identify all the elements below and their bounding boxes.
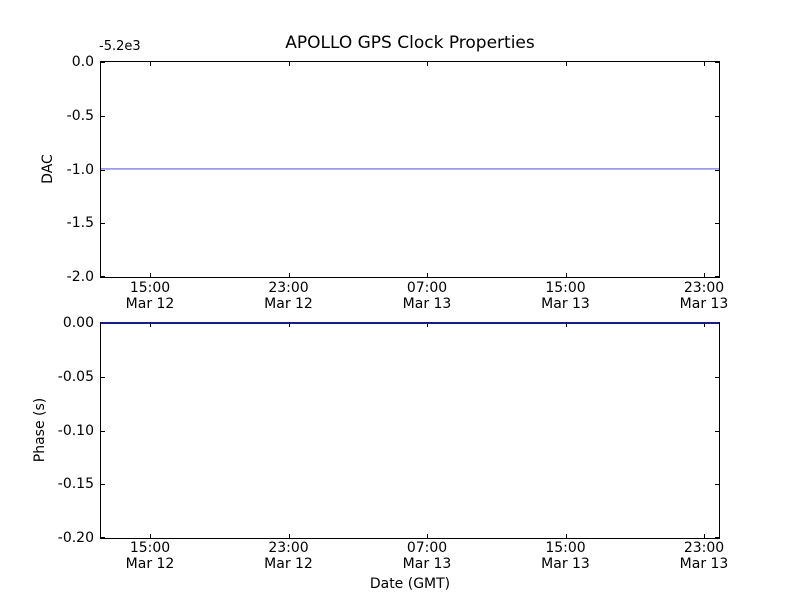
- y-tick-mark: [101, 223, 105, 224]
- y-tick-mark: [715, 484, 719, 485]
- x-tick-mark: [704, 534, 705, 538]
- x-tick-mark: [704, 323, 705, 327]
- data-series-line: [101, 168, 719, 170]
- x-tick-mark: [427, 62, 428, 66]
- y-tick-label: 0.0: [71, 54, 94, 70]
- x-tick-label: 23:00 Mar 13: [654, 540, 754, 572]
- x-tick-mark: [427, 323, 428, 327]
- y-tick-mark: [715, 431, 719, 432]
- x-tick-time: 07:00: [406, 540, 448, 556]
- x-tick-mark: [566, 62, 567, 66]
- x-tick-time: 15:00: [545, 540, 586, 556]
- y-tick-label: -0.10: [57, 423, 94, 439]
- x-tick-date: Mar 12: [125, 556, 175, 572]
- y-tick-label: -1.0: [66, 162, 94, 178]
- x-tick-label: 15:00 Mar 12: [100, 540, 200, 572]
- x-tick-mark: [150, 273, 151, 277]
- x-tick-label: 15:00 Mar 13: [516, 540, 616, 572]
- x-tick-mark: [289, 62, 290, 66]
- x-tick-date: Mar 12: [125, 296, 175, 312]
- x-tick-time: 15:00: [129, 280, 171, 296]
- x-tick-mark: [289, 534, 290, 538]
- x-tick-label: 23:00 Mar 12: [239, 540, 339, 572]
- x-tick-time: 23:00: [268, 280, 309, 296]
- x-tick-label: 07:00 Mar 13: [377, 280, 477, 312]
- x-tick-mark: [150, 534, 151, 538]
- y-tick-mark: [715, 62, 719, 63]
- x-tick-date: Mar 12: [264, 556, 313, 572]
- x-tick-mark: [704, 62, 705, 66]
- x-tick-mark: [704, 273, 705, 277]
- y-tick-mark: [715, 116, 719, 117]
- y-tick-mark: [101, 484, 105, 485]
- x-tick-date: Mar 13: [541, 556, 590, 572]
- y-tick-label: -0.20: [57, 530, 94, 546]
- x-tick-mark: [427, 534, 428, 538]
- y-tick-mark: [101, 377, 105, 378]
- x-tick-date: Mar 13: [679, 556, 729, 572]
- x-tick-time: 15:00: [545, 280, 586, 296]
- x-tick-time: 23:00: [268, 540, 309, 556]
- x-tick-date: Mar 13: [402, 556, 452, 572]
- y-tick-mark: [101, 170, 105, 171]
- y-tick-label: 0.00: [62, 315, 94, 331]
- x-tick-date: Mar 12: [264, 296, 313, 312]
- y-tick-label: -1.5: [66, 215, 94, 231]
- x-tick-mark: [427, 273, 428, 277]
- x-tick-mark: [566, 323, 567, 327]
- y-tick-mark: [715, 223, 719, 224]
- y-tick-mark: [101, 537, 105, 538]
- x-tick-label: 15:00 Mar 13: [516, 280, 616, 312]
- x-tick-mark: [566, 273, 567, 277]
- x-tick-mark: [289, 273, 290, 277]
- x-tick-mark: [150, 323, 151, 327]
- x-tick-date: Mar 13: [402, 296, 452, 312]
- data-series-line: [101, 322, 719, 324]
- x-tick-time: 23:00: [683, 540, 725, 556]
- x-tick-label: 23:00 Mar 13: [654, 280, 754, 312]
- y-tick-mark: [715, 537, 719, 538]
- y-tick-mark: [715, 377, 719, 378]
- x-axis-label-date-gmt: Date (GMT): [369, 576, 451, 592]
- y-axis-offset-text: -5.2e3: [99, 39, 141, 54]
- y-tick-mark: [715, 276, 719, 277]
- x-tick-label: 07:00 Mar 13: [377, 540, 477, 572]
- x-tick-time: 07:00: [406, 280, 448, 296]
- y-tick-mark: [101, 431, 105, 432]
- x-tick-mark: [566, 534, 567, 538]
- y-tick-mark: [101, 62, 105, 63]
- x-tick-date: Mar 13: [679, 296, 729, 312]
- y-tick-mark: [101, 116, 105, 117]
- y-tick-mark: [101, 276, 105, 277]
- y-tick-mark: [715, 170, 719, 171]
- x-tick-mark: [289, 323, 290, 327]
- x-tick-date: Mar 13: [541, 296, 590, 312]
- phase-subplot: [100, 322, 720, 539]
- x-tick-time: 23:00: [683, 280, 725, 296]
- x-tick-time: 15:00: [129, 540, 171, 556]
- y-tick-label: -0.15: [57, 476, 94, 492]
- y-tick-label: -2.0: [66, 269, 94, 285]
- y-tick-label: -0.5: [66, 108, 94, 124]
- chart-title: APOLLO GPS Clock Properties: [285, 33, 535, 53]
- dac-subplot: [100, 61, 720, 278]
- x-tick-label: 15:00 Mar 12: [100, 280, 200, 312]
- x-tick-mark: [150, 62, 151, 66]
- y-tick-label: -0.05: [57, 369, 94, 385]
- x-tick-label: 23:00 Mar 12: [239, 280, 339, 312]
